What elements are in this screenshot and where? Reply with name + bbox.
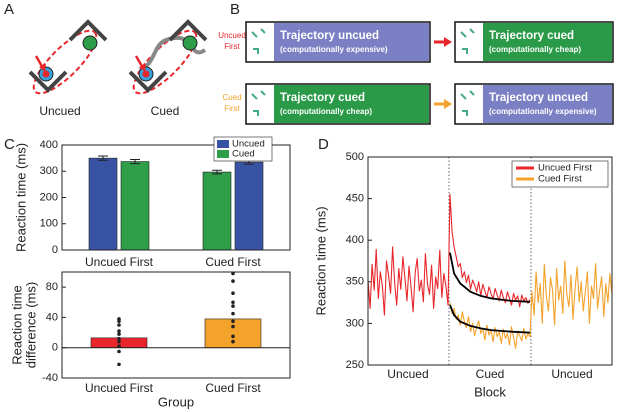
error-bar [212, 169, 222, 175]
data-point [117, 319, 121, 324]
data-point [231, 271, 235, 276]
data-point [117, 339, 121, 344]
panel-label: C [4, 136, 15, 153]
data-point [117, 336, 121, 341]
icon [460, 90, 475, 116]
x-tick-label: Cued [476, 367, 505, 381]
legend-label: Cued [232, 149, 255, 160]
y-axis-label: Reaction time (ms) [313, 206, 328, 315]
legend-swatch [217, 150, 229, 158]
y-tick-label: 250 [346, 359, 364, 371]
x-tick-label: Uncued First [85, 381, 154, 395]
bar [88, 157, 118, 251]
y-tick-label: 40 [46, 311, 58, 323]
box-fill [483, 23, 612, 61]
y-tick-label: 500 [346, 151, 364, 163]
row-label: Uncued [218, 31, 246, 40]
icon [460, 28, 475, 54]
x-tick-label: Cued First [205, 381, 261, 395]
data-point [231, 279, 235, 283]
y-tick-label: 80 [46, 281, 58, 293]
row-label: Cued [222, 93, 241, 102]
data-point [231, 311, 235, 316]
legend-label: Uncued [232, 139, 265, 150]
y-tick-label: 400 [346, 234, 364, 246]
box-title: Trajectory uncued [280, 30, 379, 42]
error-bar [130, 158, 140, 165]
data-point [117, 362, 121, 367]
panel-label: A [4, 1, 14, 18]
data-point [231, 339, 235, 344]
y-axis-label: difference (ms) [23, 282, 38, 368]
fit-line [449, 252, 531, 303]
axes-frame [367, 156, 613, 366]
box-title: Trajectory cued [489, 30, 574, 42]
series-line [367, 193, 531, 316]
y-tick-label: -40 [42, 372, 58, 384]
x-axis-label: Block [474, 384, 506, 399]
box-title: Trajectory cued [280, 92, 365, 104]
x-tick-label: Uncued First [85, 255, 154, 269]
row-label: First [224, 42, 240, 51]
bar [120, 161, 150, 251]
y-tick-label: 450 [346, 193, 364, 205]
x-tick-label: Cued First [205, 255, 261, 269]
data-point [231, 291, 235, 296]
y-tick-label: 0 [52, 244, 58, 256]
data-point [117, 332, 121, 336]
data-point [231, 300, 235, 305]
data-point [231, 334, 235, 339]
box-fill [274, 85, 429, 123]
caption: Uncued [39, 104, 80, 118]
icon [251, 28, 266, 54]
box-note: (computationally cheap) [489, 45, 581, 54]
data-point [231, 324, 235, 329]
box-note: (computationally expensive) [280, 45, 388, 54]
box-fill [274, 23, 429, 61]
panel-label: D [318, 136, 329, 153]
y-axis-label: Reaction time [9, 285, 24, 364]
bar [234, 161, 264, 251]
uncued-diagram [28, 19, 108, 95]
x-tick-label: Uncued [551, 367, 592, 381]
box-title: Trajectory uncued [489, 92, 588, 104]
x-tick-label: Uncued [387, 367, 428, 381]
icon [251, 90, 266, 116]
y-tick-label: 100 [40, 218, 58, 230]
y-tick-label: 300 [40, 165, 58, 177]
panel-label: B [230, 1, 240, 18]
y-tick-label: 400 [40, 139, 58, 151]
data-point [117, 349, 121, 354]
data-point [117, 329, 121, 333]
legend-label: Uncued First [538, 163, 592, 174]
caption: Cued [151, 104, 180, 118]
series-line [449, 260, 613, 349]
arrow-head [444, 99, 452, 109]
arrow-head [444, 37, 452, 47]
box-fill [483, 85, 612, 123]
x-axis-label: Group [158, 394, 194, 409]
axes-frame [61, 271, 291, 379]
legend-swatch [217, 140, 229, 148]
y-axis-label: Reaction time (ms) [13, 143, 28, 252]
axes-frame [61, 144, 291, 251]
legend-box [511, 160, 609, 188]
y-tick-label: 200 [40, 191, 58, 203]
data-point [117, 344, 121, 349]
row-label: First [224, 104, 240, 113]
y-tick-label: 350 [346, 276, 364, 288]
data-point [231, 319, 235, 324]
data-point [117, 323, 121, 327]
legend-label: Cued First [538, 174, 582, 185]
bar [202, 171, 232, 251]
cued-diagram [128, 19, 208, 95]
data-point [231, 304, 235, 308]
fit-line [449, 304, 531, 334]
y-tick-label: 0 [52, 342, 58, 354]
y-tick-label: 300 [346, 317, 364, 329]
box-note: (computationally cheap) [280, 107, 372, 116]
error-bar [98, 155, 108, 161]
box-note: (computationally expensive) [489, 107, 597, 116]
